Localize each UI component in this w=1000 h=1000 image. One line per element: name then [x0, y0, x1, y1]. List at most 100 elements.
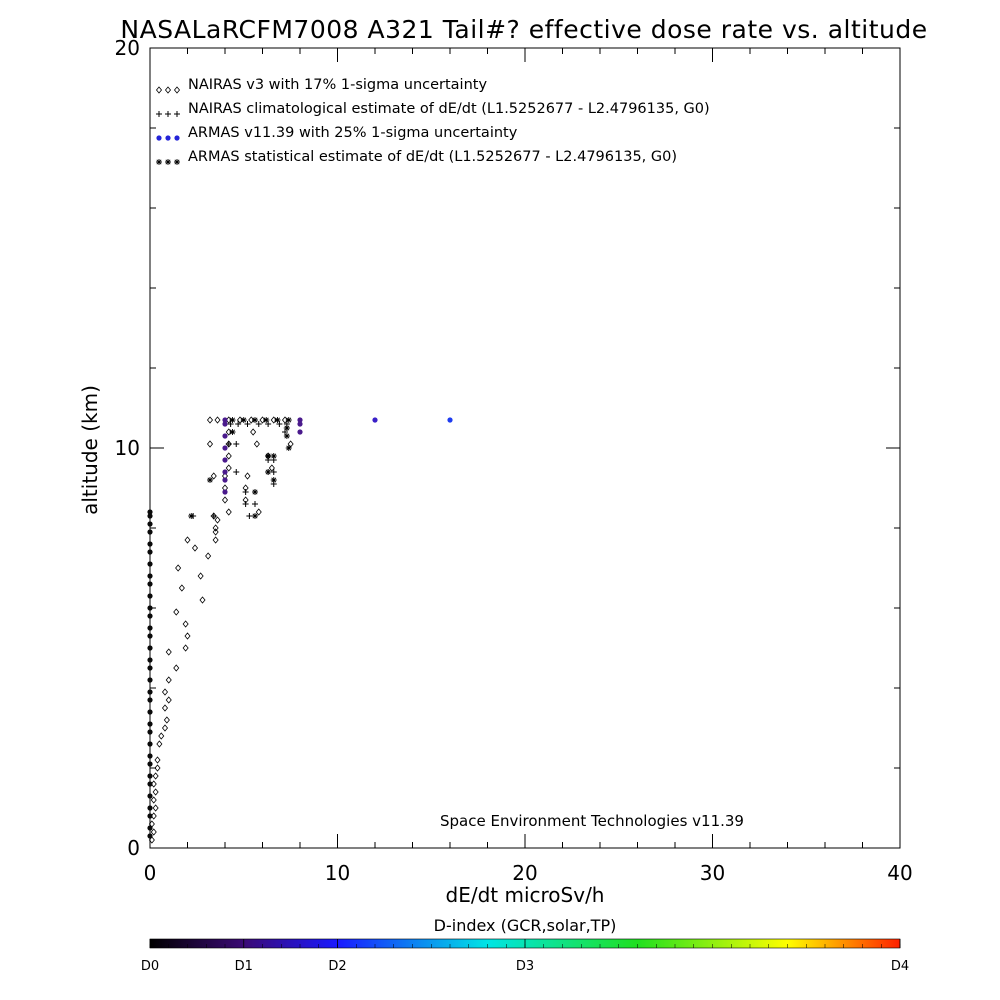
series-diamond: [148, 416, 294, 844]
data-point: [214, 416, 221, 424]
data-point: [225, 508, 232, 516]
y-tick-label: 0: [127, 836, 140, 860]
data-point: [285, 445, 292, 451]
data-point: [147, 665, 153, 671]
data-point: [240, 417, 247, 423]
legend-marker: [165, 135, 171, 141]
y-axis-label: altitude (km): [78, 385, 102, 515]
data-point: [212, 528, 219, 536]
colorbar-label: D0: [141, 959, 159, 974]
data-point: [152, 804, 159, 812]
data-point: [229, 417, 236, 423]
data-point: [184, 632, 191, 640]
data-point: [281, 416, 289, 424]
data-point: [165, 696, 172, 704]
data-point: [242, 501, 249, 507]
data-point: [210, 472, 217, 480]
data-point: [297, 417, 303, 423]
data-point: [235, 421, 242, 427]
data-point: [173, 664, 180, 672]
data-point: [147, 645, 153, 651]
x-tick-label: 30: [700, 861, 725, 885]
data-point: [207, 477, 213, 483]
data-point: [244, 421, 251, 427]
data-point: [283, 433, 290, 439]
data-point: [222, 445, 228, 451]
data-point: [255, 421, 262, 427]
data-point: [154, 764, 161, 772]
data-point: [163, 716, 170, 724]
data-point: [147, 593, 153, 599]
legend-marker: [174, 159, 180, 165]
data-point: [199, 596, 206, 604]
data-point: [225, 464, 232, 472]
data-point: [147, 521, 153, 527]
data-point: [184, 536, 191, 544]
colorbar-title: D-index (GCR,solar,TP): [434, 916, 617, 935]
data-point: [147, 529, 153, 535]
data-point: [222, 417, 228, 423]
series-asterisk: [188, 417, 292, 519]
data-point: [188, 513, 195, 519]
data-point: [229, 429, 236, 435]
data-point: [244, 472, 251, 480]
data-point: [372, 417, 378, 423]
data-point: [147, 813, 153, 819]
data-point: [225, 441, 232, 447]
data-point: [147, 773, 153, 779]
legend-marker: [174, 135, 180, 141]
data-point: [191, 544, 199, 552]
data-point: [210, 513, 217, 519]
data-point: [233, 469, 240, 475]
data-point: [182, 620, 189, 628]
data-point: [222, 457, 228, 463]
data-point: [147, 633, 153, 639]
data-point: [147, 833, 153, 839]
data-point: [252, 489, 258, 495]
legend-label: ARMAS statistical estimate of dE/dt (L1.…: [188, 149, 677, 165]
data-point: [156, 740, 163, 748]
data-point: [248, 416, 255, 424]
data-point: [225, 428, 232, 436]
data-point: [173, 608, 180, 616]
colorbar-labels: D0 D1 D2 D3 D4: [141, 939, 909, 974]
data-point: [274, 417, 281, 423]
data-point: [285, 417, 292, 423]
data-point: [222, 477, 228, 483]
data-point: [225, 452, 232, 460]
data-point: [205, 552, 212, 560]
data-point: [222, 433, 228, 439]
data-point: [161, 724, 169, 732]
data-point: [270, 453, 277, 459]
data-point: [263, 417, 270, 423]
legend-marker: [165, 111, 171, 117]
data-point: [447, 417, 453, 423]
data-point: [154, 756, 161, 764]
data-point: [297, 429, 303, 435]
data-point: [147, 721, 153, 727]
data-point: [268, 464, 275, 472]
data-point: [265, 469, 272, 475]
y-tick-label: 10: [115, 436, 140, 460]
data-point: [222, 489, 228, 495]
data-point: [265, 453, 272, 459]
data-point: [147, 753, 153, 759]
legend-marker: [174, 111, 180, 117]
data-point: [252, 501, 258, 507]
data-point: [270, 477, 277, 483]
data-point: [175, 564, 182, 572]
data-point: [297, 421, 303, 427]
data-point: [147, 541, 153, 547]
data-point: [214, 516, 221, 524]
data-point: [283, 425, 290, 431]
data-point: [147, 549, 153, 555]
data-point: [148, 836, 155, 844]
legend-marker: [173, 86, 181, 94]
data-point: [253, 440, 260, 448]
data-point: [147, 729, 153, 735]
legend-marker: [156, 159, 162, 165]
data-point: [147, 561, 153, 567]
colorbar-label: D3: [516, 959, 534, 974]
data-point: [165, 676, 172, 684]
